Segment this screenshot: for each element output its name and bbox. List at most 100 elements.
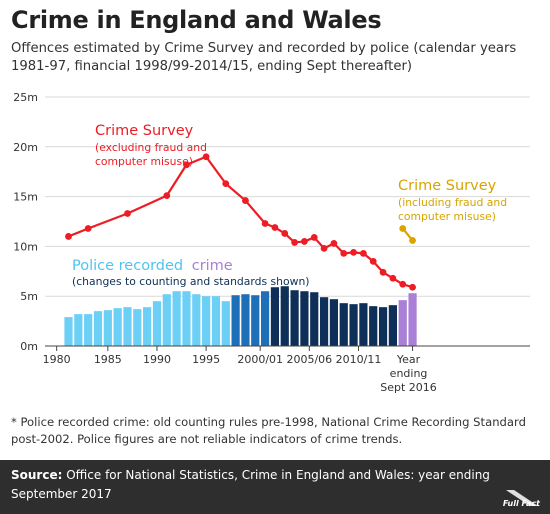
crime-survey-excl-point bbox=[409, 283, 416, 291]
x-tick-label: 2000/01 bbox=[237, 353, 283, 366]
x-tick-label: 1990 bbox=[143, 353, 171, 366]
police-bar bbox=[251, 295, 260, 346]
y-tick-label: 20m bbox=[13, 141, 38, 154]
crime-survey-excl-point bbox=[330, 240, 338, 247]
crime-survey-incl-point bbox=[409, 237, 416, 244]
police-bar bbox=[270, 287, 280, 346]
police-recorded-bars bbox=[64, 286, 417, 346]
y-tick-label: 0m bbox=[20, 340, 38, 353]
crime-survey-excl-point bbox=[291, 239, 298, 246]
annotation-crime-survey-excl-sub1: (excluding fraud and bbox=[95, 141, 207, 154]
source-description: Office for National Statistics, Crime in… bbox=[11, 468, 490, 501]
crime-survey-excl-point bbox=[163, 192, 171, 200]
logo-text: Full Fact bbox=[502, 499, 540, 508]
chart-subtitle: Offences estimated by Crime Survey and r… bbox=[11, 41, 517, 74]
police-bar bbox=[398, 300, 407, 346]
police-bar bbox=[241, 294, 250, 346]
police-bar bbox=[310, 292, 319, 346]
x-tick-label: Sept 2016 bbox=[380, 381, 437, 394]
x-tick-label: Year bbox=[396, 353, 421, 366]
crime-survey-incl-point bbox=[399, 225, 407, 232]
annotation-crime-survey-incl-title: Crime Survey bbox=[398, 178, 497, 194]
annotation-crime-survey-excl-title: Crime Survey bbox=[95, 123, 194, 139]
crime-survey-excl-point bbox=[340, 249, 348, 257]
police-bar bbox=[408, 293, 417, 346]
police-bar bbox=[93, 311, 103, 346]
police-bar bbox=[349, 304, 358, 346]
police-bar bbox=[300, 291, 309, 346]
police-bar bbox=[84, 314, 93, 346]
police-bar bbox=[231, 295, 240, 346]
crime-survey-excl-point bbox=[124, 210, 131, 217]
crime-survey-excl-point bbox=[301, 238, 308, 245]
police-bar bbox=[172, 291, 181, 346]
annotation-crime-survey-incl-sub2: computer misuse) bbox=[398, 210, 496, 223]
police-bar bbox=[359, 303, 368, 346]
crime-survey-excl-point bbox=[183, 161, 190, 169]
annotation-crime-survey-incl-sub1: (including fraud and bbox=[398, 196, 507, 209]
police-bar bbox=[211, 296, 221, 346]
police-bar bbox=[152, 301, 162, 346]
crime-survey-excl-point bbox=[310, 234, 318, 241]
crime-survey-excl-point bbox=[399, 280, 407, 288]
police-bar bbox=[182, 291, 191, 346]
annotation-police-sub: (changes to counting and standards shown… bbox=[72, 275, 310, 288]
source-label: Source: bbox=[11, 468, 63, 482]
police-bar bbox=[202, 296, 211, 346]
police-bar bbox=[64, 317, 73, 346]
crime-survey-excl-point bbox=[242, 197, 249, 204]
crime-survey-excl-point bbox=[261, 220, 269, 227]
police-bar bbox=[221, 301, 230, 346]
annotation-police-title-a: Police recorded bbox=[72, 258, 183, 274]
police-bar bbox=[339, 303, 348, 346]
crime-survey-excl-point bbox=[65, 233, 72, 240]
police-bar bbox=[388, 305, 397, 346]
crime-survey-excl-point bbox=[222, 180, 230, 188]
chart-title: Crime in England and Wales bbox=[11, 6, 382, 34]
x-tick-label: 2010/11 bbox=[336, 353, 382, 366]
source-text: Source: Office for National Statistics, … bbox=[11, 466, 511, 504]
police-bar bbox=[280, 286, 289, 346]
police-bar bbox=[162, 294, 171, 346]
y-tick-label: 5m bbox=[20, 290, 38, 303]
crime-survey-excl-point bbox=[369, 257, 377, 265]
crime-survey-excl-point bbox=[389, 274, 397, 282]
annotation-police-title: Police recorded crime bbox=[72, 258, 233, 274]
source-bar: Source: Office for National Statistics, … bbox=[0, 460, 550, 514]
police-bar bbox=[74, 314, 83, 346]
crime-survey-excl-point bbox=[281, 230, 289, 237]
y-tick-label: 10m bbox=[13, 240, 38, 253]
police-bar bbox=[378, 307, 388, 346]
crime-survey-lines bbox=[65, 153, 416, 291]
full-fact-logo-icon bbox=[506, 490, 538, 506]
crime-survey-excl-point bbox=[271, 224, 279, 231]
grid-lines bbox=[45, 96, 530, 297]
police-bar bbox=[192, 294, 201, 346]
crime-survey-excl-point bbox=[202, 153, 210, 161]
police-bar bbox=[143, 307, 152, 346]
y-tick-label: 25m bbox=[13, 91, 38, 104]
x-tick-label: 2005/06 bbox=[286, 353, 332, 366]
police-bar bbox=[103, 310, 112, 346]
crime-survey-excl-point bbox=[360, 249, 367, 257]
police-bar bbox=[261, 291, 270, 346]
x-tick-label: ending bbox=[390, 367, 428, 380]
police-bar bbox=[329, 299, 339, 346]
police-bar bbox=[319, 297, 329, 346]
x-tick-label: 1980 bbox=[43, 353, 71, 366]
crime-survey-excl-point bbox=[350, 248, 357, 256]
annotation-crime-survey-excl-sub2: computer misuse) bbox=[95, 155, 193, 168]
x-tick-label: 1995 bbox=[192, 353, 220, 366]
crime-survey-excl-point bbox=[320, 244, 328, 252]
police-bar bbox=[113, 308, 122, 346]
x-tick-label: 1985 bbox=[94, 353, 122, 366]
crime-survey-excl-point bbox=[379, 268, 387, 276]
crime-survey-excl-point bbox=[84, 225, 92, 232]
footnote: * Police recorded crime: old counting ru… bbox=[11, 415, 526, 446]
annotation-police-title-b: crime bbox=[192, 258, 233, 274]
police-bar bbox=[290, 290, 299, 346]
police-bar bbox=[133, 309, 142, 346]
y-tick-label: 15m bbox=[13, 191, 38, 204]
